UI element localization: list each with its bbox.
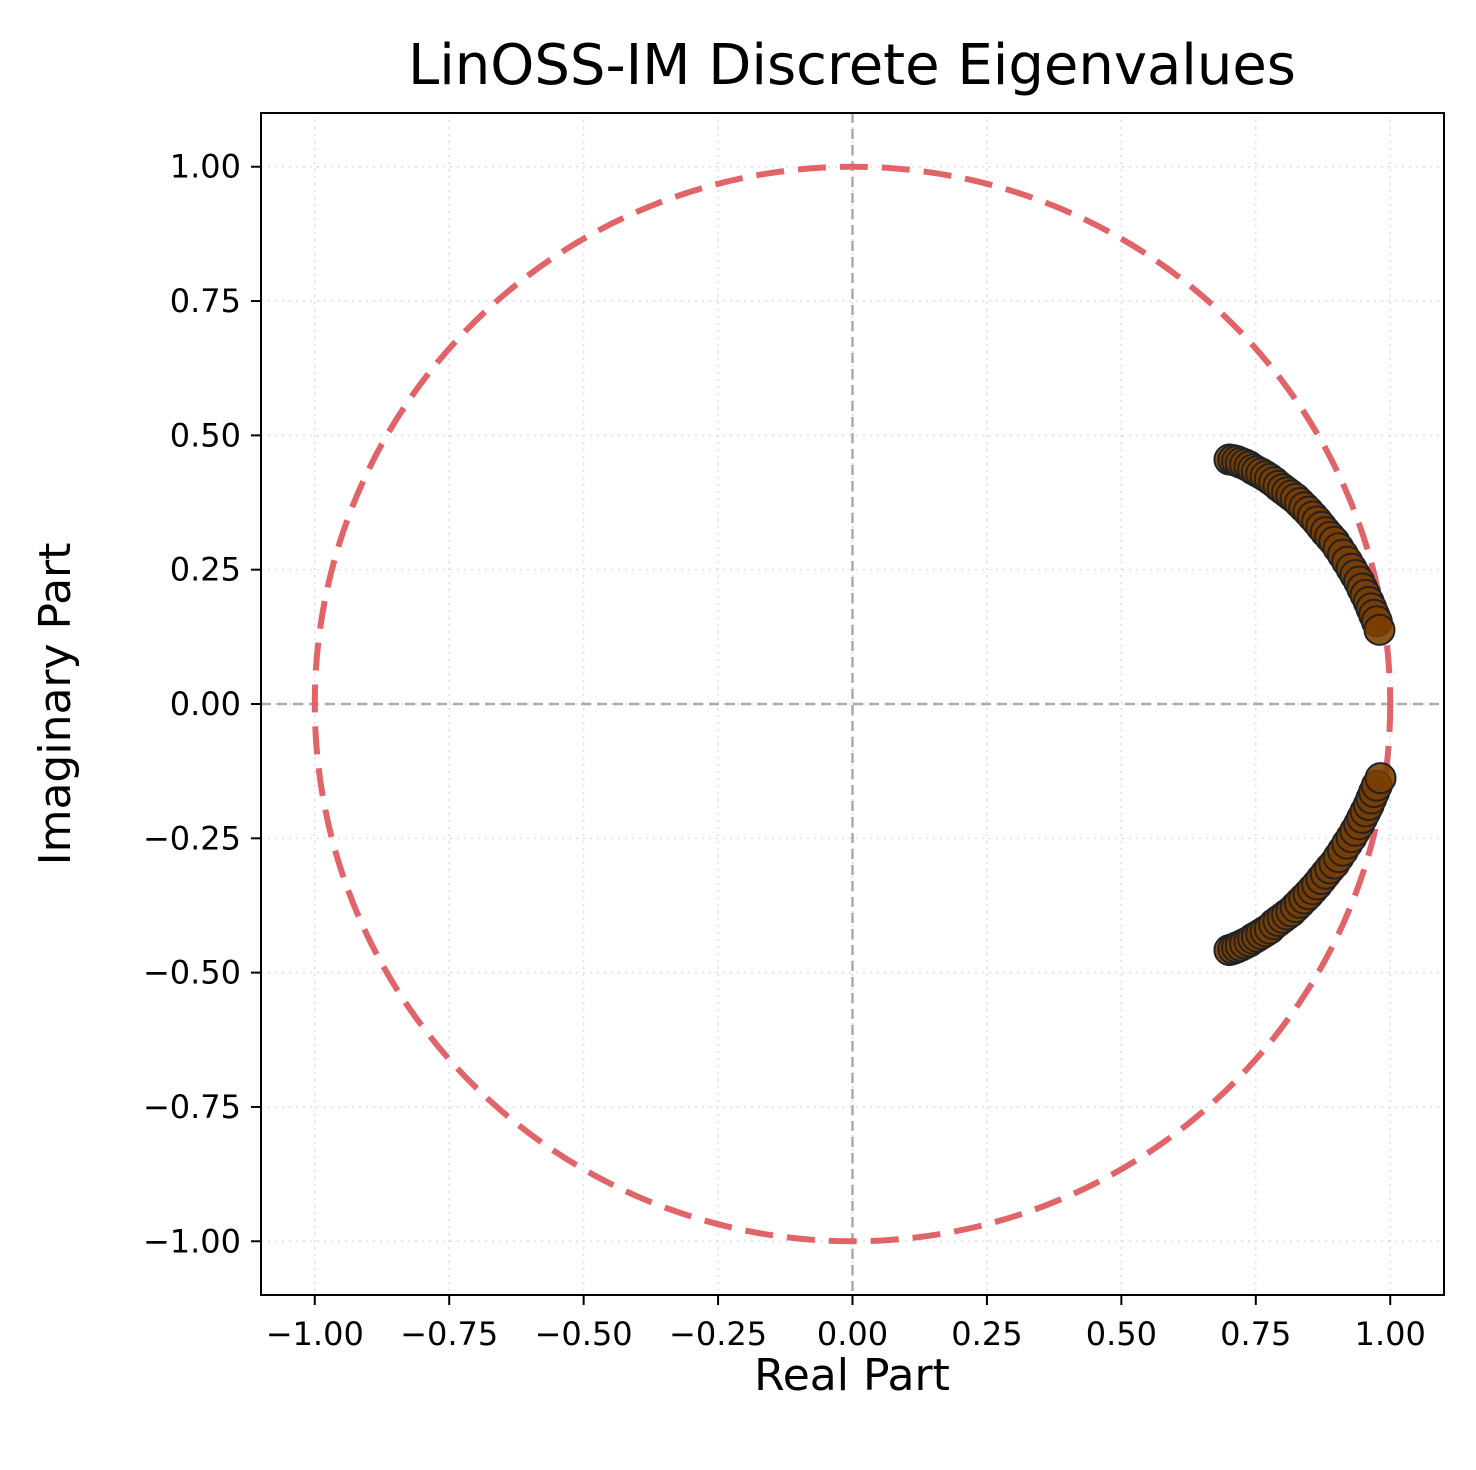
y-axis-label: Imaginary Part <box>30 543 81 866</box>
eigenvalue-point <box>1363 613 1396 646</box>
y-tick-label: 0.25 <box>170 551 241 589</box>
x-tick-label: 0.25 <box>951 1315 1022 1353</box>
y-tick-label: −0.75 <box>143 1088 241 1126</box>
y-tick-label: −1.00 <box>143 1222 241 1260</box>
x-tick-label: 0.75 <box>1220 1315 1291 1353</box>
y-tick-label: 0.00 <box>170 685 241 723</box>
y-tick-label: 1.00 <box>170 148 241 186</box>
y-tick-label: 0.50 <box>170 416 241 454</box>
x-tick-label: 1.00 <box>1355 1315 1426 1353</box>
x-axis-label: Real Part <box>754 1350 950 1401</box>
y-axis-ticks: −1.00 −0.75 −0.50 −0.25 0.00 0.25 0.50 0.75 1.00 <box>143 148 261 1260</box>
y-tick-label: −0.50 <box>143 954 241 992</box>
x-tick-label: −0.75 <box>400 1315 498 1353</box>
unit-circle-path <box>311 163 1394 1245</box>
reference-lines <box>261 113 1444 1295</box>
unit-circle <box>311 163 1394 1245</box>
x-axis-ticks: −1.00 −0.75 −0.50 −0.25 0.00 0.25 0.50 0.75 1.00 <box>266 1295 1426 1353</box>
data-points <box>1213 443 1397 967</box>
y-tick-label: −0.25 <box>143 819 241 857</box>
eigenvalue-point <box>1364 762 1397 795</box>
x-tick-label: −0.50 <box>535 1315 633 1353</box>
chart-title: LinOSS-IM Discrete Eigenvalues <box>408 33 1296 98</box>
y-tick-label: 0.75 <box>170 282 241 320</box>
x-tick-label: 0.00 <box>817 1315 888 1353</box>
x-tick-label: 0.50 <box>1086 1315 1157 1353</box>
x-tick-label: −1.00 <box>266 1315 364 1353</box>
x-tick-label: −0.25 <box>669 1315 767 1353</box>
